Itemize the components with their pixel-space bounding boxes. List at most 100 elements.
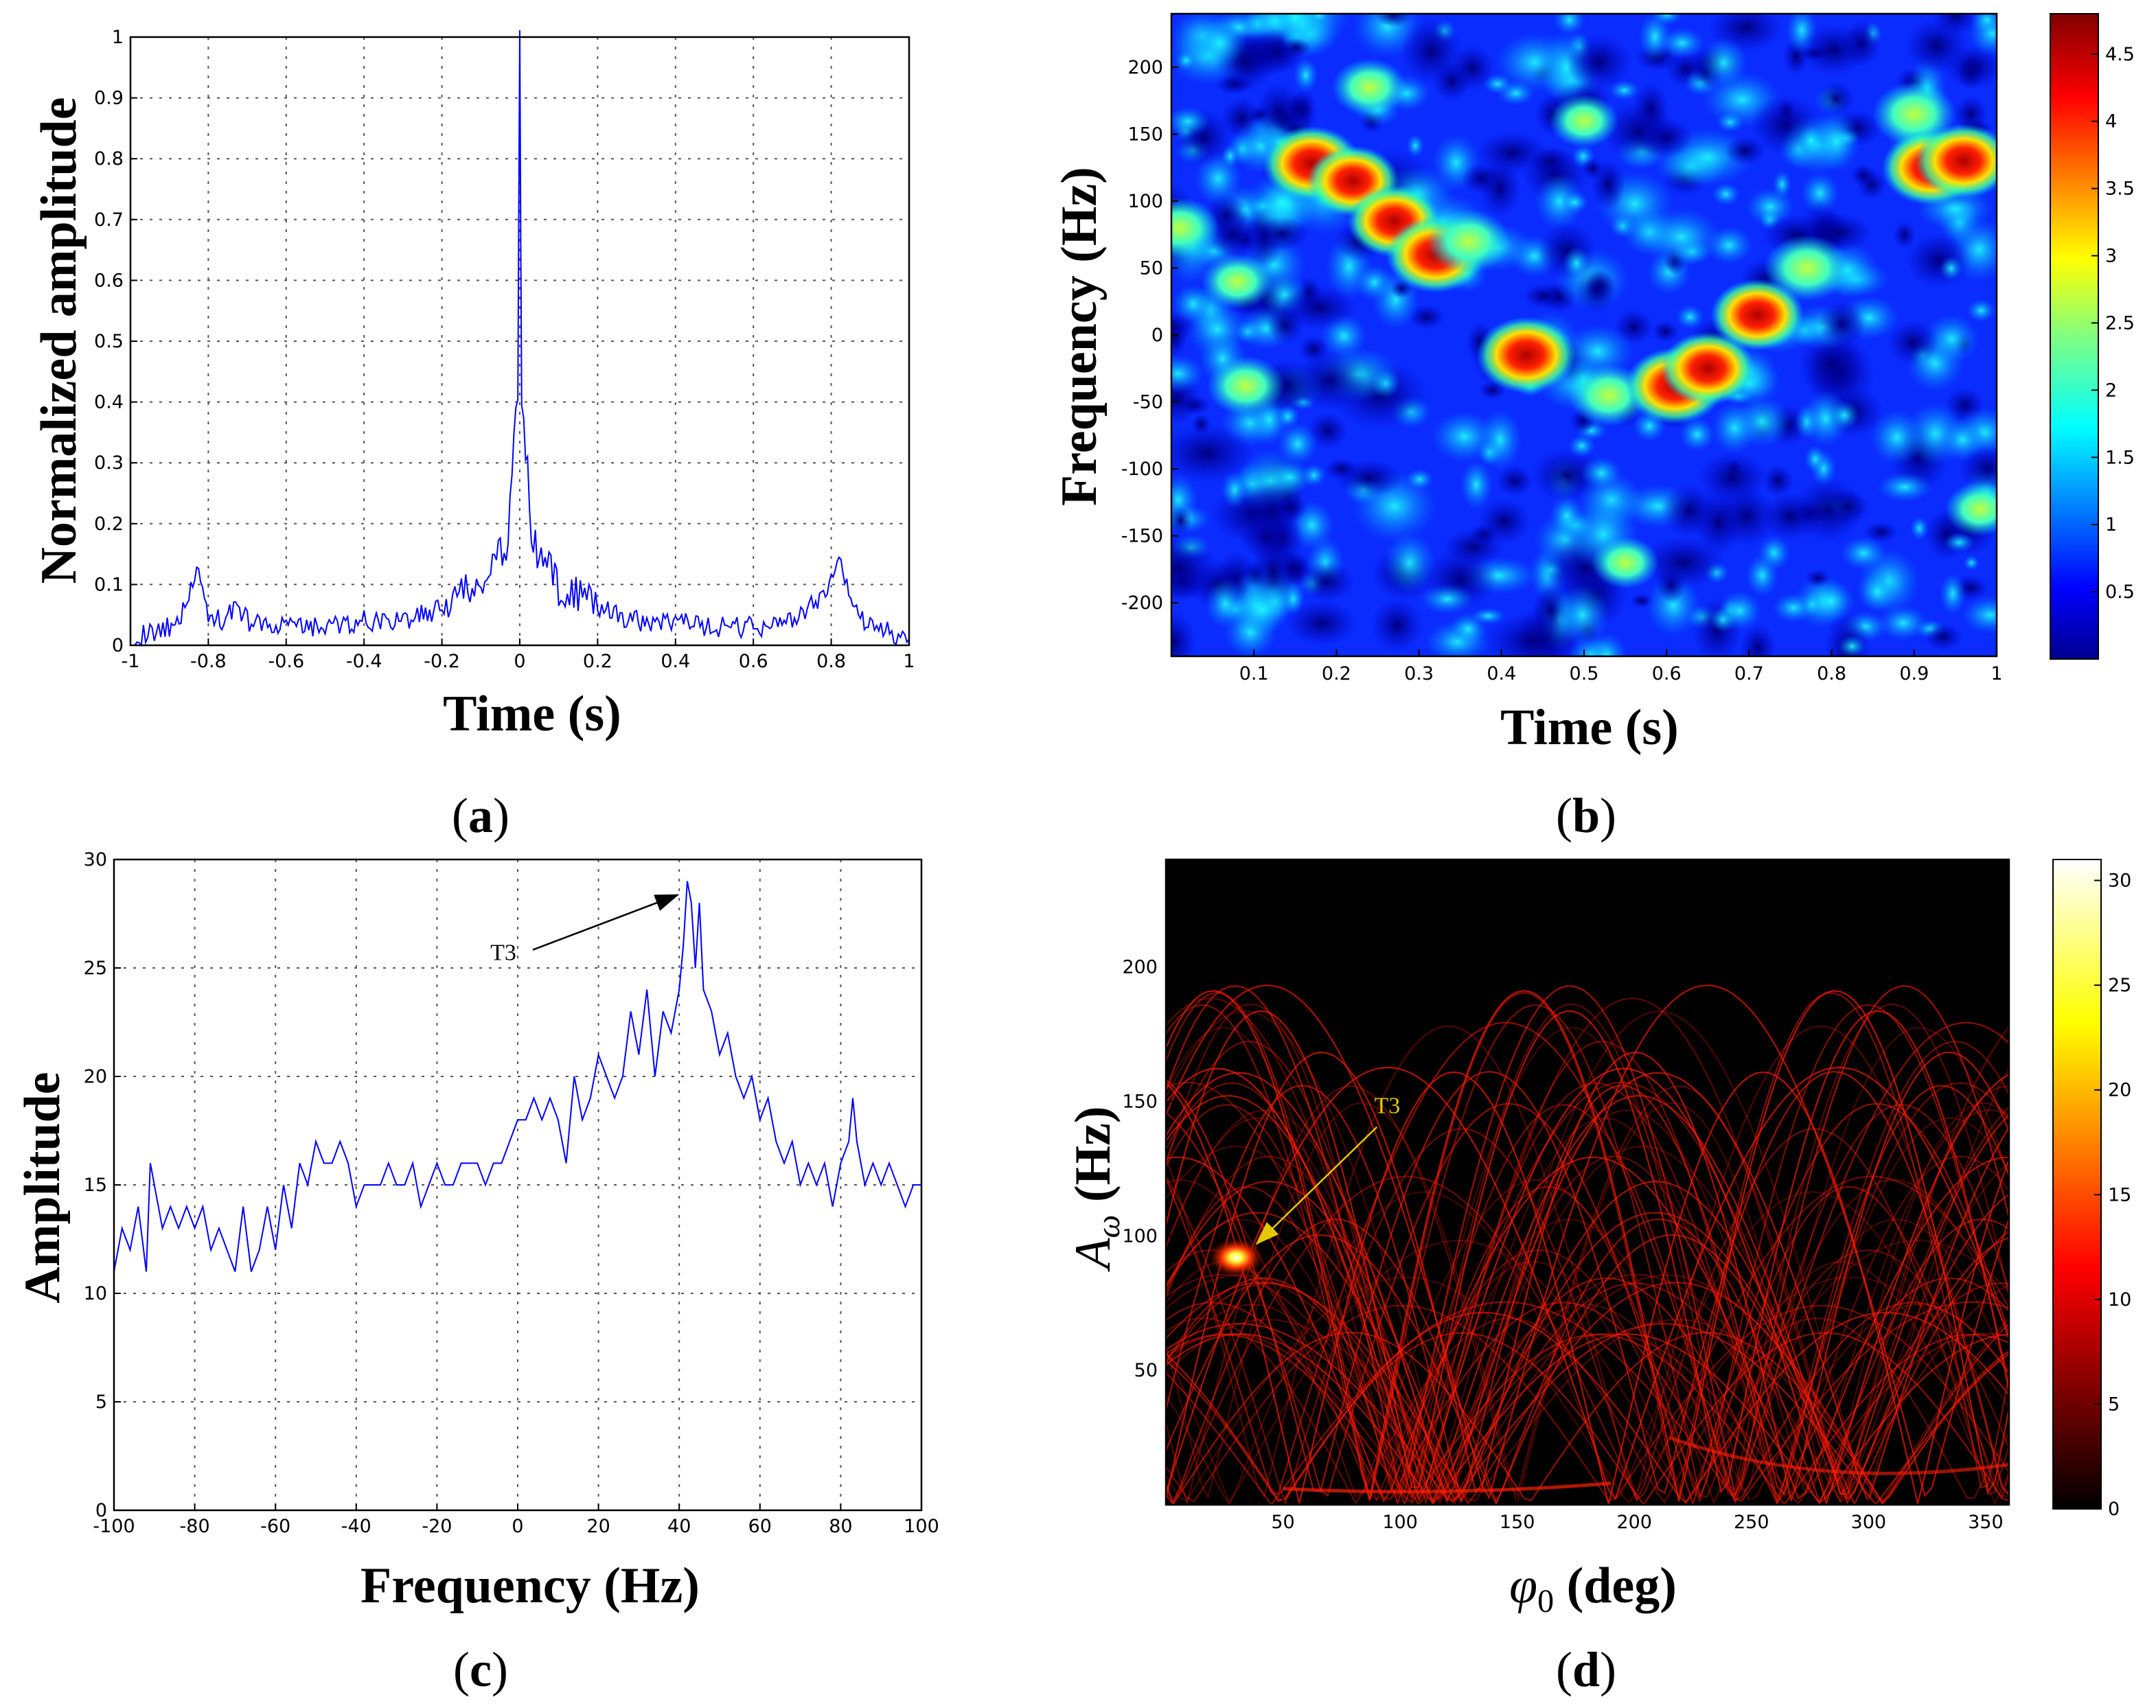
x-tick-label: 0.5 [1570,663,1599,684]
heatmap-d-curve [1166,1102,2009,1505]
heatmap-b-mid-blob [1272,14,1318,41]
colorbar-b-tick-label: 3.5 [2105,178,2135,200]
heatmap-b-mid-blob [1471,608,1506,625]
heatmap-b-mid-blob [1580,456,1622,490]
heatmap-b-body [1171,14,1997,656]
x-tick-label: -60 [260,1516,290,1537]
colorbar-b-tick-label: 4.5 [2105,44,2135,65]
heatmap-b-mid-blob [1553,14,1585,35]
y-tick-label: 50 [1134,1360,1158,1381]
heatmap-b-low-blob [1893,221,1916,249]
panel-d-xlabel: φ0 (deg) [1509,1558,1677,1619]
heatmap-b-mid-blob [1651,14,1683,25]
heatmap-b-low-blob [1799,24,1868,76]
heatmap-d-background [1166,859,2009,1505]
heatmap-b-mid-blob [1829,401,1860,430]
colorbar-d-tick-label: 20 [2108,1080,2131,1101]
heatmap-b-mid-blob [1812,111,1861,172]
y-tick-label: 0.2 [94,513,124,535]
x-tick-label: 250 [1734,1512,1769,1533]
heatmap-d-curve [1166,1070,2009,1495]
caption-a: (a) [452,788,509,843]
heatmap-b-low-blob [1661,484,1718,538]
y-tick-label: 0.4 [94,392,124,413]
heatmap-b-low-blob [1171,612,1196,656]
heatmap-b-low-blob [1581,157,1604,180]
heatmap-b-low-blob [1171,424,1254,483]
x-tick-label: 1 [1991,663,2002,684]
heatmap-d-curve [1166,1260,2009,1505]
heatmap-d-curve [1166,1191,2009,1505]
annotation-t3-label: T3 [1374,1094,1400,1119]
heatmap-b-low-blob [1638,117,1694,159]
heatmap-d-curve [1166,1068,2009,1505]
heatmap-b-low-blob [1171,506,1193,535]
plot-frame [113,858,923,1512]
heatmap-b-mid-blob [1172,284,1215,324]
y-tick-label: 20 [84,1066,107,1087]
x-tick-label: -0.4 [346,651,382,672]
heatmap-b-mid-blob [1406,468,1434,490]
heatmap-b-low-blob [1256,216,1309,251]
x-tick-label: 0.6 [1652,663,1682,684]
x-tick-label: -80 [180,1516,210,1537]
heatmap-b-hotspot [1171,197,1219,259]
heatmap-b-mid-blob [1939,256,1963,281]
x-tick-label: -100 [93,1516,135,1537]
heatmap-b-low-blob [1824,489,1870,524]
heatmap-b-hotspot [1763,235,1850,301]
x-tick-label: 1 [903,651,915,672]
caption-b: (b) [1556,788,1616,843]
heatmap-b-low-blob [1273,493,1308,522]
x-tick-label: 0.4 [661,651,690,672]
y-tick-label: 10 [84,1283,107,1304]
heatmap-b-mid-blob [1800,172,1840,214]
x-tick-label: 150 [1500,1512,1535,1533]
heatmap-b-mid-blob [1282,583,1305,615]
heatmap-b-mid-blob [1971,14,1997,34]
heatmap-b-mid-blob [1420,584,1475,614]
heatmap-d-peak [1207,1236,1265,1278]
heatmap-d-curve [1166,1304,2009,1503]
heatmap-d-curve [1166,1218,2009,1505]
heatmap-b-mid-blob [1699,37,1748,89]
heatmap-b-mid-blob [1772,170,1792,198]
panel-a-autocorrelation-chart: -1 -0.8 -0.6 -0.4 -0.2 0 0.2 0.4 0.6 0.8 1 0 0.1 0.2 0… [94,27,915,672]
x-tick-label: 100 [1382,1512,1418,1533]
plot-frame [129,36,910,647]
y-tick-label: -100 [1121,459,1163,480]
heatmap-b-hotspot [1872,82,1956,147]
heatmap-b-low-blob [1905,19,1969,73]
heatmap-b-mid-blob [1939,573,1966,615]
heatmap-b-mid-blob [1797,124,1826,158]
y-tick-label: 150 [1127,124,1163,146]
y-tick-label: 0 [112,635,124,656]
heatmap-d-curve [1166,1085,2009,1503]
heatmap-b-mid-blob [1923,313,1980,365]
y-tick-label: 0 [95,1500,107,1521]
x-tick-label: 0.2 [583,651,612,672]
heatmap-b-low-blob [1957,52,1984,90]
heatmap-b-mid-blob [1963,555,1980,571]
heatmap-d-curve [1166,1155,2009,1502]
heatmap-d-curve [1166,1276,2009,1503]
heatmap-b-low-blob [1171,534,1219,601]
heatmap-b-low-blob [1763,464,1794,498]
y-tick-label: 0.6 [94,270,124,291]
panel-a-ylabel: Normalized amplitude [31,97,87,584]
heatmap-b-low-blob [1640,535,1725,589]
heatmap-d-curve [1166,1331,2009,1505]
y-tick-label: -200 [1121,592,1163,614]
heatmap-b-low-blob [1777,99,1796,126]
x-tick-label: 0.4 [1487,663,1516,684]
heatmap-b-hotspot [1945,481,1997,537]
heatmap-d-curve [1166,1041,2009,1505]
heatmap-b-low-blob [1923,623,1963,651]
y-tick-label: 100 [1122,1225,1158,1247]
x-tick-label: 0.6 [739,651,768,672]
x-tick-label: 100 [904,1516,939,1537]
panel-c-spectrum-chart: -100 -80 -60 -40 -20 0 20 40 60 80 100 0 5 10 15 20 25 30… [84,849,939,1537]
y-tick-label: 0.3 [94,452,124,474]
heatmap-b-low-blob [1817,82,1855,115]
